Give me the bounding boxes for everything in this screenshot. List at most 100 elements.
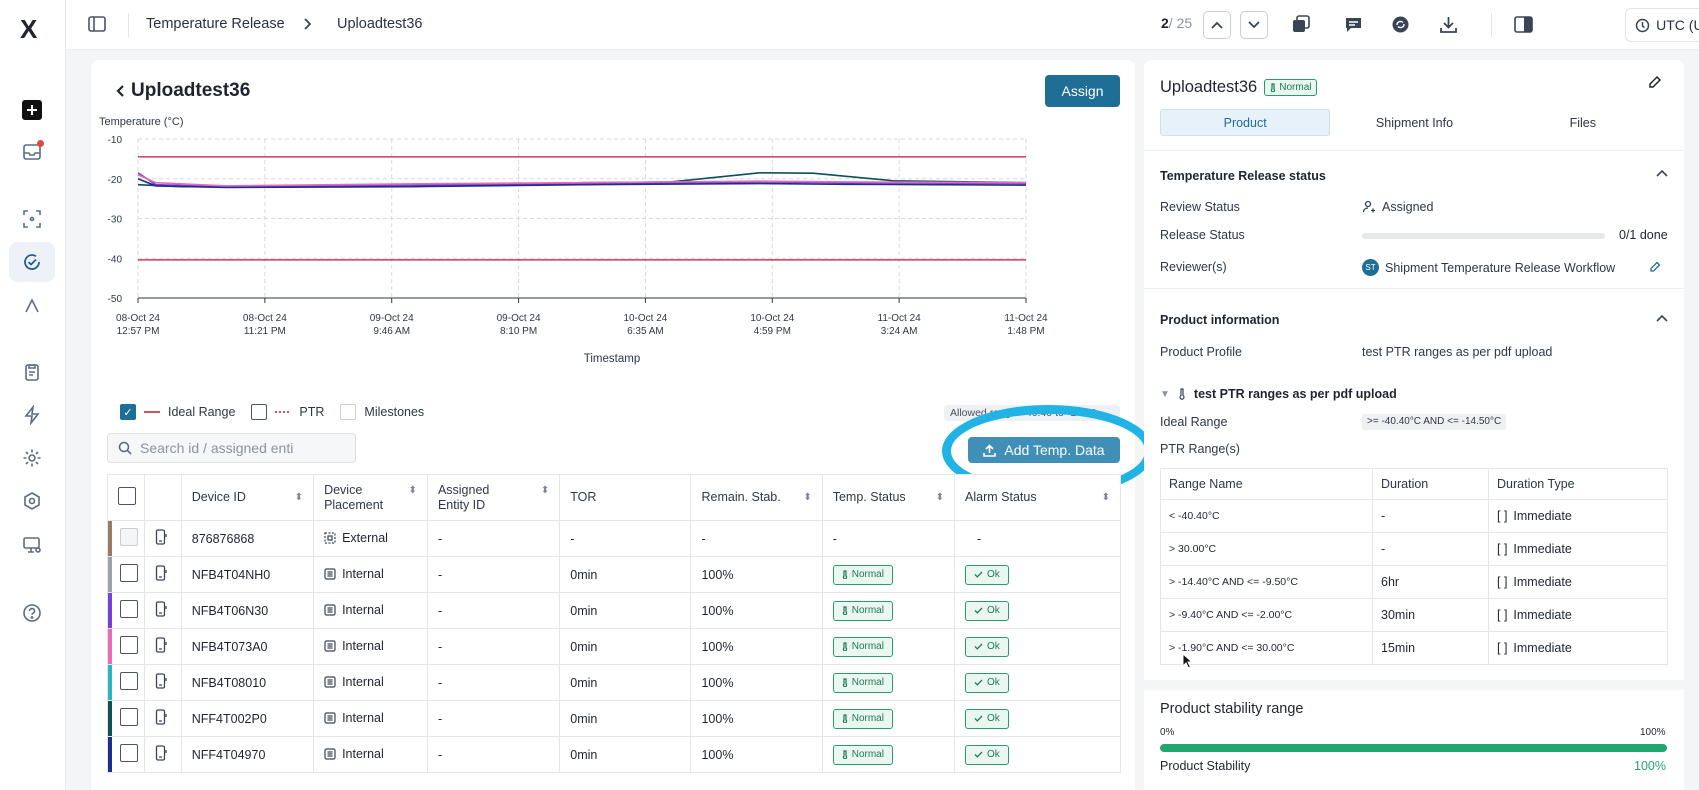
table-row[interactable]: NFF4T04970 Internal -0min 100% Normal Ok xyxy=(107,736,1121,773)
sort-icon[interactable]: ⬍ xyxy=(935,492,945,503)
settings-icon[interactable] xyxy=(9,438,55,478)
row-checkbox[interactable] xyxy=(120,672,138,690)
next-record-button[interactable] xyxy=(1240,11,1268,39)
ptr-checkbox[interactable] xyxy=(251,404,268,420)
row-color-bar xyxy=(108,629,112,664)
profile-tree-item[interactable]: ▼ test PTR ranges as per pdf upload xyxy=(1160,387,1397,401)
tab-shipment-info[interactable]: Shipment Info xyxy=(1375,115,1454,130)
temperature-release-icon[interactable] xyxy=(9,242,55,282)
x-tick-time: 1:48 PM xyxy=(1007,326,1044,337)
sort-icon[interactable]: ⬍ xyxy=(408,484,417,496)
device-icon-cell xyxy=(143,700,182,737)
device-settings-icon[interactable] xyxy=(9,525,55,565)
collapse-chevron-icon[interactable] xyxy=(1656,313,1668,325)
table-row[interactable]: 876876868 External - - - - - xyxy=(107,520,1121,557)
device-id-cell[interactable]: NFB4T073A0 xyxy=(180,628,315,665)
col-alarm-status[interactable]: Alarm Status ⬍ xyxy=(954,474,1121,521)
assign-button[interactable]: Assign xyxy=(1045,75,1120,107)
placement-cell: External xyxy=(313,520,428,557)
ideal-range-checkbox[interactable]: ✓ xyxy=(120,404,136,420)
sort-icon[interactable]: ⬍ xyxy=(540,484,550,496)
add-icon[interactable] xyxy=(9,90,55,130)
hexagon-icon[interactable] xyxy=(9,481,55,521)
sort-icon[interactable]: ⬍ xyxy=(1101,492,1110,503)
download-icon[interactable] xyxy=(1439,15,1458,34)
table-row[interactable]: NFB4T08010 Internal -0min 100% Normal Ok xyxy=(107,664,1121,701)
row-color-bar xyxy=(108,737,112,772)
check-icon xyxy=(974,715,983,722)
caret-down-icon[interactable]: ▼ xyxy=(1160,388,1170,400)
sort-icon[interactable]: ⬍ xyxy=(803,492,812,503)
col-device-placement[interactable]: Device Placement ⬍ xyxy=(313,474,428,521)
ptr-duration-type: Immediate xyxy=(1513,608,1572,622)
row-checkbox[interactable] xyxy=(120,564,138,582)
table-row[interactable]: NFB4T04NH0 Internal -0min 100% Normal Ok xyxy=(107,556,1121,593)
page-title: Uploadtest36 xyxy=(115,80,250,102)
panel-toggle-icon[interactable] xyxy=(1514,15,1533,34)
ptr-duration-type-cell: [ ] Immediate xyxy=(1488,565,1668,599)
col-assigned-entity-id[interactable]: Assigned Entity ID ⬍ xyxy=(426,474,561,521)
col-tor[interactable]: TOR xyxy=(559,474,692,521)
lightning-icon[interactable] xyxy=(9,395,55,435)
device-icon-cell xyxy=(143,592,182,629)
row-checkbox[interactable] xyxy=(120,636,138,654)
device-icon xyxy=(155,529,167,545)
scan-icon[interactable] xyxy=(9,199,55,239)
select-all-checkbox[interactable] xyxy=(118,486,136,505)
refresh-icon[interactable] xyxy=(1391,15,1410,34)
back-arrow-icon[interactable] xyxy=(115,84,125,98)
bracket-icon: [ ] xyxy=(1497,575,1508,589)
collapse-chevron-icon[interactable] xyxy=(1656,168,1668,180)
row-checkbox[interactable] xyxy=(120,708,138,726)
col-remain-stab[interactable]: Remain. Stab. ⬍ xyxy=(690,474,823,521)
alarm-status-badge: Ok xyxy=(965,672,1009,693)
previous-record-button[interactable] xyxy=(1203,11,1231,39)
comment-icon[interactable] xyxy=(1344,15,1363,34)
col-temp-status[interactable]: Temp. Status ⬍ xyxy=(821,474,956,521)
copy-icon[interactable] xyxy=(1292,15,1311,34)
breadcrumb-parent[interactable]: Temperature Release xyxy=(146,16,285,32)
app-logo[interactable]: X xyxy=(20,14,38,44)
ptr-row: > -14.40°C AND <= -9.50°C 6hr [ ] Immediate xyxy=(1160,565,1668,599)
alarm-status-badge: Ok xyxy=(965,636,1009,657)
add-temp-data-button[interactable]: Add Temp. Data xyxy=(968,437,1120,463)
reviewers-label: Reviewer(s) xyxy=(1160,260,1227,274)
table-row[interactable]: NFB4T073A0 Internal -0min 100% Normal Ok xyxy=(107,628,1121,665)
col-device-id[interactable]: Device ID ⬍ xyxy=(180,474,315,521)
tab-files[interactable]: Files xyxy=(1569,115,1597,130)
temp-status-cell: Normal xyxy=(821,556,956,593)
check-icon xyxy=(974,607,983,614)
ptr-duration-type-cell: [ ] Immediate xyxy=(1488,532,1668,566)
tab-product[interactable]: Product xyxy=(1160,109,1331,136)
ptr-label: PTR xyxy=(299,405,325,419)
row-checkbox[interactable] xyxy=(120,528,138,546)
review-status-value: Assigned xyxy=(1362,200,1433,214)
row-checkbox[interactable] xyxy=(120,600,138,618)
device-search-input[interactable]: Search id / assigned enti xyxy=(107,433,356,463)
clipboard-icon[interactable] xyxy=(9,352,55,392)
sort-icon[interactable]: ⬍ xyxy=(294,492,304,503)
table-row[interactable]: NFF4T002P0 Internal -0min 100% Normal Ok xyxy=(107,700,1121,737)
edit-icon[interactable] xyxy=(1648,75,1662,89)
entity-cell: - xyxy=(426,556,561,593)
help-icon[interactable] xyxy=(9,593,55,633)
sidebar-toggle-icon[interactable] xyxy=(88,15,106,33)
inbox-icon[interactable] xyxy=(9,132,55,172)
milestones-checkbox[interactable] xyxy=(340,404,357,420)
device-id-cell[interactable]: NFB4T04NH0 xyxy=(180,556,315,593)
table-row[interactable]: NFB4T06N30 Internal -0min 100% Normal Ok xyxy=(107,592,1121,629)
temp-status-text: Normal xyxy=(851,677,884,688)
chart-legend: ✓ Ideal Range PTR Milestones xyxy=(120,404,424,420)
placement-cell: Internal xyxy=(313,664,428,701)
device-id-cell[interactable]: 876876868 xyxy=(180,520,315,557)
device-id-cell[interactable]: NFF4T002P0 xyxy=(180,700,315,737)
device-id-cell[interactable]: NFB4T06N30 xyxy=(180,592,315,629)
edit-reviewers-icon[interactable] xyxy=(1649,261,1661,273)
devices-table: Device ID ⬍ Device Placement ⬍ Assigned En… xyxy=(107,474,1121,773)
device-id-cell[interactable]: NFF4T04970 xyxy=(180,736,315,773)
timezone-selector[interactable]: UTC (UTC+0) xyxy=(1625,8,1699,42)
device-id-cell[interactable]: NFB4T08010 xyxy=(180,664,315,701)
analytics-icon[interactable] xyxy=(9,286,55,326)
bracket-icon: [ ] xyxy=(1497,542,1508,556)
row-checkbox[interactable] xyxy=(120,744,138,762)
